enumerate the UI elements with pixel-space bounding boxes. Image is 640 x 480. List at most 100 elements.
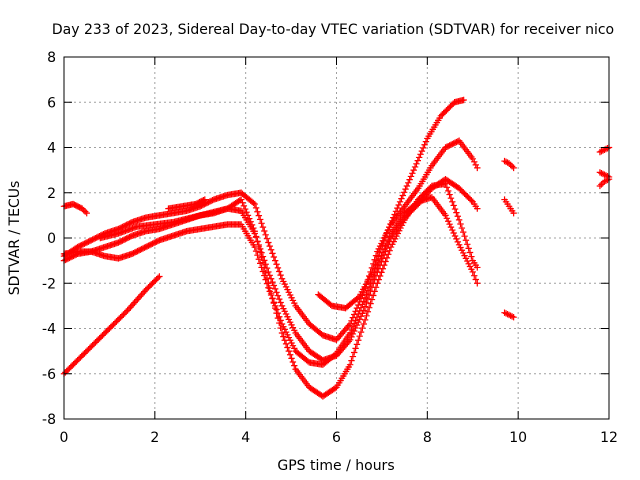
data-point (90, 340, 98, 348)
data-point (406, 176, 413, 183)
data-point (103, 328, 110, 335)
data-point (266, 285, 273, 292)
data-point (367, 280, 374, 287)
data-point (281, 337, 288, 344)
x-tick-label: 12 (600, 430, 618, 446)
data-point (80, 206, 87, 214)
data-point (107, 323, 115, 331)
data-point (276, 319, 283, 327)
data-point (244, 212, 252, 219)
data-point (405, 179, 412, 186)
data-point (382, 258, 389, 265)
data-point (346, 329, 354, 337)
data-point (285, 347, 293, 355)
data-point (454, 213, 461, 220)
data-point (89, 342, 96, 349)
data-point (156, 273, 163, 280)
data-point (446, 220, 453, 228)
data-point (505, 311, 513, 319)
data-point (414, 157, 421, 164)
data-point (251, 228, 258, 235)
data-point (353, 313, 361, 321)
data-point (446, 191, 453, 198)
data-point (384, 227, 392, 234)
data-point (460, 96, 467, 104)
data-point (462, 237, 470, 244)
x-axis-title: GPS time / hours (277, 458, 394, 474)
data-point (102, 329, 109, 336)
data-point (601, 178, 608, 185)
data-point (86, 344, 94, 352)
data-point (267, 275, 275, 282)
data-point (277, 324, 284, 332)
data-point (381, 234, 389, 241)
data-point (357, 328, 365, 336)
data-point (262, 231, 269, 239)
data-point (453, 209, 460, 216)
data-point (413, 160, 420, 167)
data-point (96, 335, 103, 342)
data-point (250, 224, 257, 232)
data-point (383, 230, 390, 237)
data-point (266, 242, 273, 250)
data-point (368, 296, 376, 303)
data-point (359, 324, 366, 332)
data-point (447, 223, 455, 231)
series-arc-c (60, 194, 481, 368)
x-tick-label: 4 (241, 430, 250, 446)
series-arc-e (165, 196, 208, 212)
series-arc-d (97, 180, 481, 400)
data-point (508, 313, 516, 320)
data-point (510, 164, 517, 172)
data-point (391, 211, 398, 218)
data-point (510, 209, 517, 217)
data-point (596, 169, 604, 176)
data-point (380, 261, 388, 269)
data-point (354, 294, 362, 302)
data-point (602, 145, 610, 153)
data-point (598, 148, 605, 155)
data-point (379, 241, 386, 249)
data-point (346, 361, 354, 368)
data-point (351, 349, 358, 356)
data-point (501, 157, 508, 165)
data-point (363, 312, 370, 320)
data-point (276, 313, 283, 320)
data-point (81, 208, 89, 215)
data-point (360, 298, 367, 305)
data-point (461, 232, 468, 240)
data-point (246, 215, 253, 222)
data-point (367, 300, 374, 307)
y-tick-label: -4 (42, 322, 56, 338)
data-point (270, 253, 278, 261)
data-point (269, 294, 276, 302)
data-point (104, 326, 112, 334)
data-point (237, 196, 245, 203)
data-point (353, 341, 361, 348)
data-point (270, 299, 278, 307)
data-point (352, 317, 359, 324)
data-point (465, 245, 472, 252)
data-point (468, 197, 475, 204)
data-point (505, 160, 513, 167)
data-point (263, 235, 271, 242)
data-point (201, 196, 208, 203)
data-point (250, 199, 257, 207)
data-point (154, 274, 162, 282)
data-point (386, 247, 393, 254)
data-point (370, 264, 378, 272)
data-point (115, 315, 123, 322)
data-point (276, 268, 283, 275)
data-point (370, 292, 377, 299)
x-tick-label: 0 (60, 430, 69, 446)
data-point (502, 158, 510, 166)
y-tick-label: 4 (47, 141, 56, 157)
data-point (356, 307, 363, 315)
data-point (468, 253, 475, 260)
data-point (377, 245, 385, 253)
data-point (240, 202, 248, 210)
data-point (258, 254, 265, 261)
ticks (63, 56, 610, 420)
data-point (274, 314, 282, 322)
